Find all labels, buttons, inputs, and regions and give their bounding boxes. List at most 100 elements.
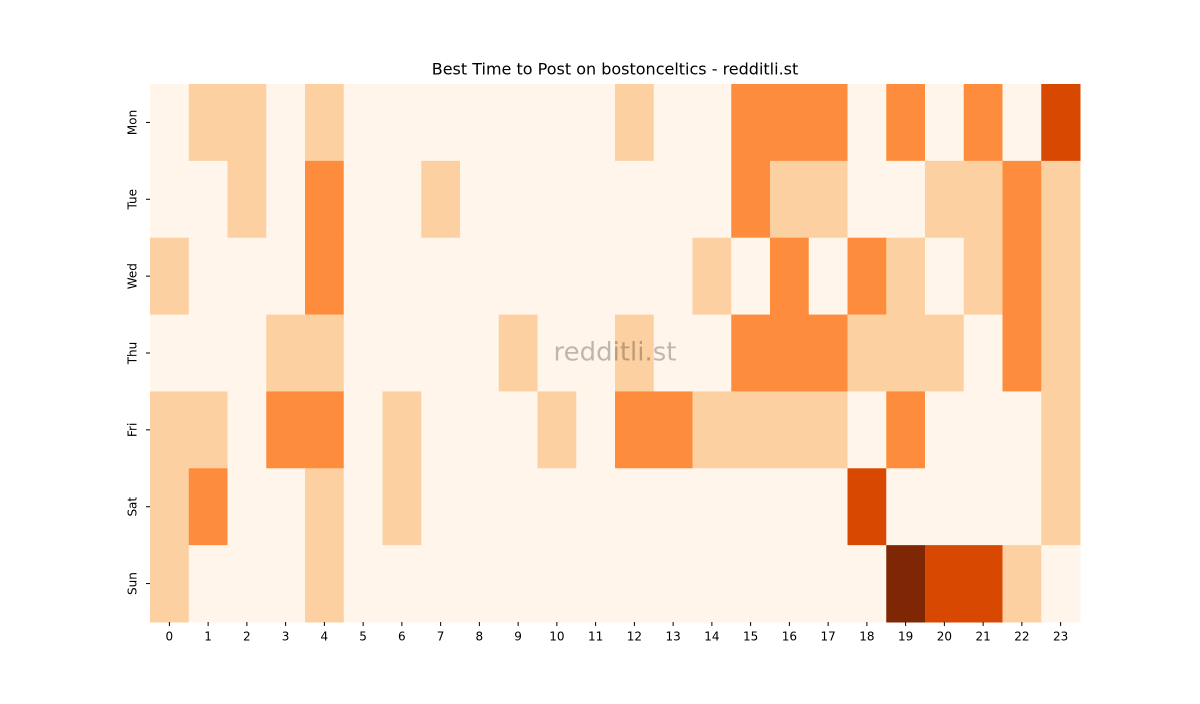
watermark: redditli.st — [554, 338, 677, 368]
cell — [1041, 468, 1081, 546]
cell — [925, 468, 965, 546]
cell — [343, 314, 383, 392]
cell — [731, 237, 771, 316]
cell — [150, 160, 190, 239]
cell — [498, 545, 538, 623]
x-tick-label: 22 — [1014, 630, 1029, 644]
x-tick-label: 2 — [243, 630, 251, 644]
cell — [150, 468, 190, 546]
axes: 0 1 2 3 4 5 6 7 8 9 10 11 12 13 14 15 16 17 18 19 20 21 22 23Mo… — [126, 110, 1069, 644]
cell — [537, 468, 577, 546]
cell — [925, 391, 965, 469]
cell — [770, 314, 810, 392]
cell — [1002, 391, 1042, 469]
cell — [150, 391, 190, 469]
cell — [460, 468, 500, 546]
x-tick-label: 13 — [665, 630, 680, 644]
cell — [692, 545, 732, 623]
cell — [963, 545, 1003, 623]
x-tick-label: 7 — [437, 630, 445, 644]
cell — [1002, 237, 1042, 316]
cell — [576, 160, 616, 239]
cell — [886, 314, 926, 392]
cell — [1041, 84, 1081, 162]
cell — [460, 84, 500, 162]
cell — [653, 84, 693, 162]
cell — [305, 160, 345, 239]
cell — [615, 314, 655, 392]
cell — [808, 468, 848, 546]
cell — [615, 391, 655, 469]
cell — [692, 468, 732, 546]
cell — [150, 237, 190, 316]
cell — [227, 84, 267, 162]
cell — [1002, 314, 1042, 392]
cells — [150, 84, 1081, 623]
cell — [1041, 237, 1081, 316]
x-tick-label: 3 — [282, 630, 290, 644]
cell — [421, 314, 461, 392]
x-tick-label: 5 — [359, 630, 367, 644]
x-tick-label: 17 — [820, 630, 835, 644]
cell — [382, 84, 422, 162]
cell — [382, 160, 422, 239]
cell — [537, 160, 577, 239]
cell — [925, 237, 965, 316]
cell — [498, 84, 538, 162]
cell — [188, 237, 228, 316]
y-tick-label: Thu — [126, 342, 140, 366]
cell — [808, 160, 848, 239]
cell — [731, 468, 771, 546]
cell — [343, 237, 383, 316]
cell — [770, 160, 810, 239]
cell — [731, 391, 771, 469]
cell — [188, 545, 228, 623]
cell — [537, 84, 577, 162]
cell — [343, 545, 383, 623]
cell — [576, 314, 616, 392]
cell — [886, 545, 926, 623]
x-tick-label: 20 — [937, 630, 952, 644]
cell — [808, 545, 848, 623]
cell — [963, 160, 1003, 239]
cell — [537, 237, 577, 316]
cell — [498, 314, 538, 392]
cell — [188, 314, 228, 392]
cell — [537, 391, 577, 469]
cell — [692, 391, 732, 469]
chart-title: Best Time to Post on bostonceltics - red… — [432, 60, 799, 79]
y-tick-label: Sun — [126, 572, 140, 595]
cell — [537, 314, 577, 392]
y-tick-label: Sat — [126, 497, 140, 517]
x-tick-label: 6 — [398, 630, 406, 644]
cell — [498, 160, 538, 239]
cell — [188, 84, 228, 162]
x-tick-label: 1 — [204, 630, 212, 644]
cell — [1041, 160, 1081, 239]
cell — [227, 160, 267, 239]
cell — [421, 391, 461, 469]
cell — [266, 391, 306, 469]
cell — [808, 314, 848, 392]
cell — [653, 391, 693, 469]
cell — [963, 391, 1003, 469]
cell — [305, 237, 345, 316]
cell — [537, 545, 577, 623]
cell — [460, 160, 500, 239]
cell — [925, 84, 965, 162]
cell — [847, 545, 887, 623]
cell — [498, 391, 538, 469]
x-tick-label: 19 — [898, 630, 913, 644]
cell — [1002, 160, 1042, 239]
x-tick-label: 0 — [166, 630, 174, 644]
cell — [731, 545, 771, 623]
cell — [925, 160, 965, 239]
cell — [653, 237, 693, 316]
cell — [886, 468, 926, 546]
cell — [847, 84, 887, 162]
cell — [188, 160, 228, 239]
cell — [421, 237, 461, 316]
cell — [847, 237, 887, 316]
cell — [421, 84, 461, 162]
cell — [653, 314, 693, 392]
